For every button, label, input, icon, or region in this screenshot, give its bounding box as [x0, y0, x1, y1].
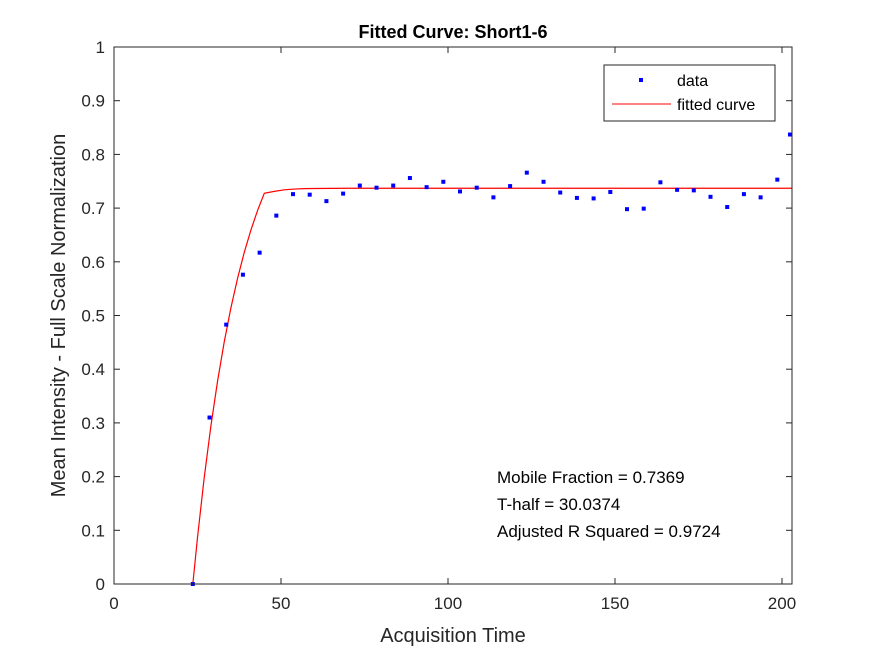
data-point	[224, 322, 229, 327]
data-point	[207, 415, 212, 420]
legend-label-fitted-curve: fitted curve	[677, 97, 755, 114]
y-tick-label: 0.6	[81, 253, 105, 272]
data-point	[257, 250, 262, 255]
y-axis-label: Mean Intensity - Full Scale Normalizatio…	[48, 134, 70, 497]
y-tick-label: 0.5	[81, 307, 105, 326]
data-point	[608, 189, 613, 194]
mobile-fraction-text: Mobile Fraction = 0.7369	[497, 468, 685, 487]
fit-statistics: Mobile Fraction = 0.7369 T-half = 30.037…	[497, 468, 721, 541]
legend-data-marker	[639, 78, 643, 82]
x-tick-label: 200	[768, 594, 796, 613]
fitted-curve-line	[192, 187, 792, 585]
x-tick-label: 50	[272, 594, 291, 613]
data-point	[574, 195, 579, 200]
data-point	[758, 195, 763, 200]
y-tick-label: 0.8	[81, 145, 105, 164]
data-point	[788, 132, 792, 137]
y-tick-label: 0	[96, 575, 105, 594]
y-tick-label: 0.1	[81, 521, 105, 540]
data-point	[324, 199, 329, 204]
y-tick-label: 0.2	[81, 468, 105, 487]
y-tick-label: 0.3	[81, 414, 105, 433]
y-axis-ticks: 0 0.1 0.2 0.3 0.4 0.5 0.6 0.7 0.8 0.9 1	[81, 38, 792, 594]
legend-label-data: data	[677, 73, 708, 90]
x-tick-label: 150	[601, 594, 629, 613]
y-tick-label: 0.7	[81, 199, 105, 218]
data-point	[291, 192, 296, 197]
fitted-curve-layer	[192, 187, 792, 585]
data-point	[424, 185, 429, 190]
data-points-layer	[190, 132, 792, 586]
data-point	[691, 188, 696, 193]
data-point	[357, 183, 362, 188]
data-point	[641, 206, 646, 211]
y-tick-label: 1	[96, 38, 105, 57]
data-point	[240, 272, 245, 277]
legend-box	[603, 64, 776, 122]
plot-background	[114, 47, 792, 584]
data-point	[775, 177, 780, 182]
x-tick-label: 0	[109, 594, 118, 613]
data-point	[725, 205, 730, 210]
data-point	[524, 170, 529, 175]
data-point	[474, 185, 479, 190]
data-point	[341, 191, 346, 196]
legend: data fitted curve	[603, 64, 776, 122]
data-point	[675, 187, 680, 192]
adjusted-r-squared-text: Adjusted R Squared = 0.9724	[497, 522, 721, 541]
y-tick-label: 0.4	[81, 360, 105, 379]
data-point	[374, 185, 379, 190]
data-point	[391, 183, 396, 188]
data-point	[508, 184, 513, 189]
data-point	[307, 192, 312, 197]
data-point	[441, 179, 446, 184]
data-point	[407, 176, 412, 181]
data-point	[458, 189, 463, 194]
data-point	[591, 196, 596, 201]
y-tick-label: 0.9	[81, 92, 105, 111]
data-point	[541, 179, 546, 184]
x-axis-label: Acquisition Time	[380, 625, 526, 647]
data-point	[741, 192, 746, 197]
data-point	[274, 213, 279, 218]
t-half-text: T-half = 30.0374	[497, 495, 620, 514]
data-point	[491, 195, 496, 200]
data-point	[708, 194, 713, 199]
x-tick-label: 100	[434, 594, 462, 613]
data-point	[658, 180, 663, 185]
data-point	[558, 190, 563, 195]
plot-frame	[113, 46, 793, 585]
chart-title: Fitted Curve: Short1-6	[358, 22, 547, 42]
data-point	[625, 207, 630, 212]
